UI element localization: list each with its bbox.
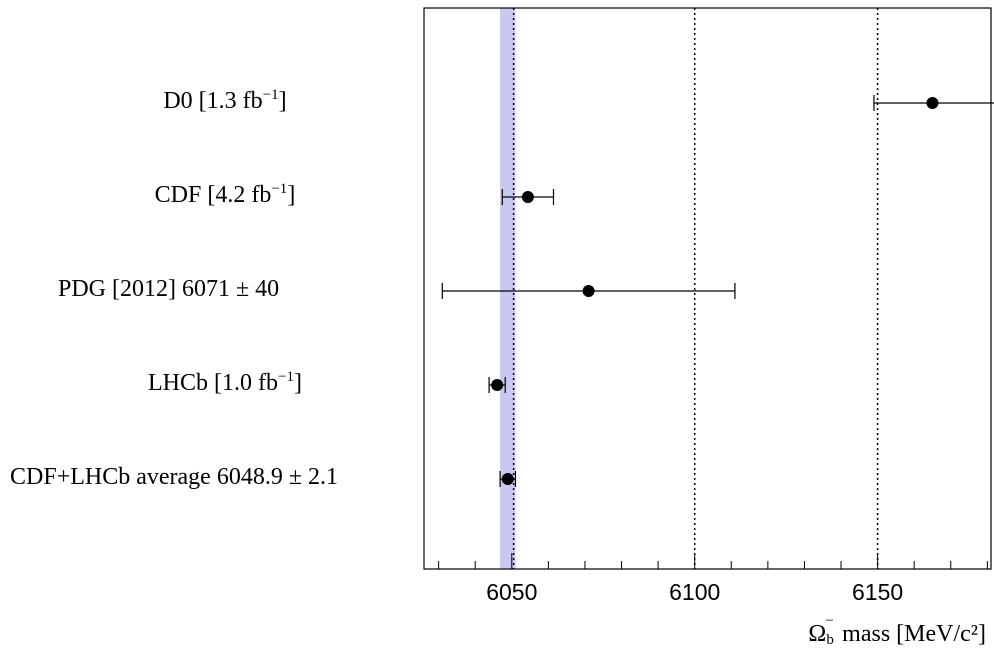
measurement-label: LHCb [1.0 fb−1] xyxy=(148,369,302,396)
data-point xyxy=(501,473,514,485)
x-axis-label: Ω − b mass [MeV/c²] xyxy=(808,613,986,648)
measurement-label: PDG [2012] 6071 ± 40 xyxy=(58,276,280,302)
data-point xyxy=(491,379,504,391)
x-axis-label-text: mass [MeV/c²] xyxy=(842,621,986,647)
measurement-label: CDF [4.2 fb−1] xyxy=(154,181,296,208)
data-point xyxy=(582,285,595,297)
measurement-label: D0 [1.3 fb−1] xyxy=(163,87,287,114)
plot-frame xyxy=(423,7,992,570)
measurement-label: CDF+LHCb average 6048.9 ± 2.1 xyxy=(10,464,338,490)
omega-b-symbol: Ω − b xyxy=(808,613,834,648)
data-point xyxy=(521,191,534,203)
x-tick-label: 6100 xyxy=(669,579,720,605)
x-tick-label: 6150 xyxy=(852,579,903,605)
data-point xyxy=(926,97,939,109)
average-band xyxy=(500,8,516,569)
x-tick-label: 6050 xyxy=(486,579,537,605)
